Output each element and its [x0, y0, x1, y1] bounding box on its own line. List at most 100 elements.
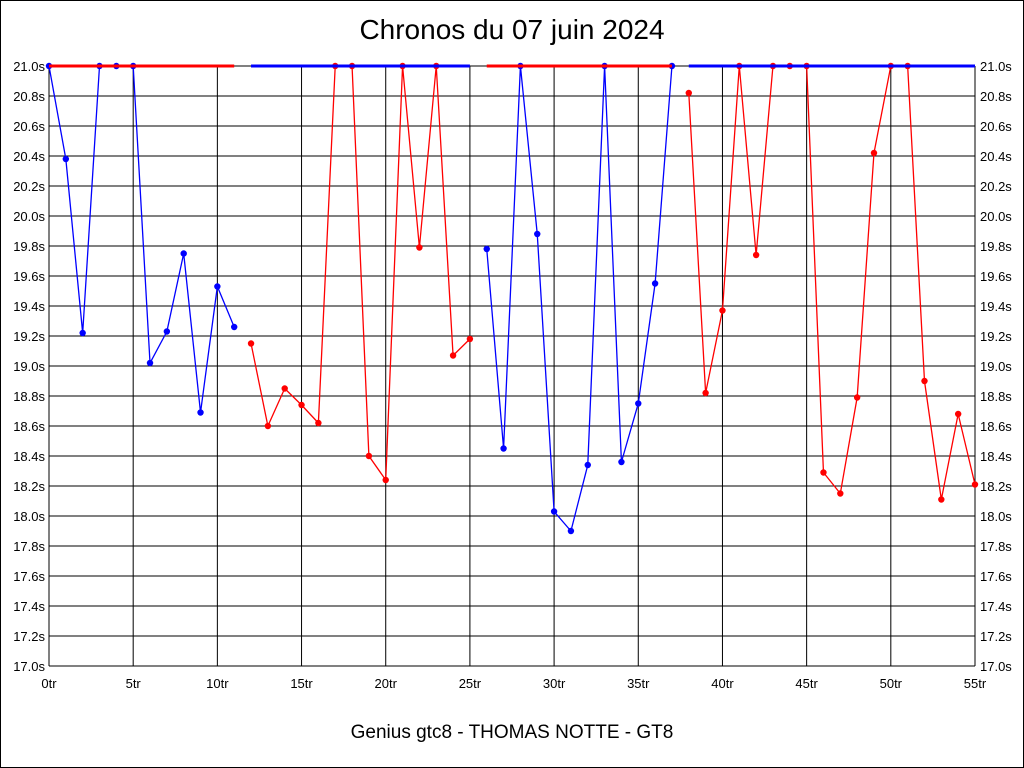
y-tick-label-right: 19.2s — [980, 329, 1012, 344]
data-point — [752, 251, 760, 259]
data-point — [702, 389, 709, 397]
data-point — [719, 307, 726, 314]
x-tick-label: 20tr — [375, 676, 398, 691]
series-line-3 — [486, 65, 673, 533]
data-point — [416, 244, 423, 251]
data-point — [635, 400, 642, 407]
data-point — [954, 410, 962, 418]
data-point — [315, 419, 322, 427]
y-tick-label-right: 20.8s — [980, 89, 1012, 104]
y-tick-label-right: 20.2s — [980, 179, 1012, 194]
chart-footer: Genius gtc8 - THOMAS NOTTE - GT8 — [350, 722, 674, 743]
data-point — [837, 490, 844, 497]
data-point — [231, 323, 238, 331]
y-tick-label-left: 20.4s — [13, 149, 45, 164]
y-tick-label-left: 17.2s — [13, 629, 45, 644]
y-tick-label-right: 17.4s — [980, 599, 1012, 614]
data-point — [550, 508, 558, 515]
y-tick-label-left: 19.0s — [13, 359, 45, 374]
y-tick-label-left: 20.2s — [13, 179, 45, 194]
data-point — [500, 445, 507, 452]
data-point — [247, 340, 255, 347]
y-tick-label-right: 18.0s — [980, 509, 1012, 524]
y-tick-label-left: 18.6s — [13, 419, 45, 434]
data-point — [971, 481, 979, 488]
data-point — [214, 283, 221, 290]
x-tick-label: 45tr — [795, 676, 818, 691]
y-tick-label-left: 20.0s — [13, 209, 45, 224]
data-point — [567, 527, 575, 535]
y-tick-label-right: 18.8s — [980, 389, 1012, 404]
data-point — [382, 476, 389, 484]
data-point — [146, 359, 154, 367]
data-point — [820, 469, 827, 476]
data-point — [264, 422, 272, 430]
y-tick-label-right: 17.6s — [980, 569, 1012, 584]
y-tick-label-right: 19.0s — [980, 359, 1012, 374]
y-tick-label-right: 18.4s — [980, 449, 1012, 464]
y-tick-label-left: 20.6s — [13, 119, 45, 134]
x-tick-label: 5tr — [126, 676, 142, 691]
data-point — [298, 401, 305, 409]
y-tick-label-right: 20.0s — [980, 209, 1012, 224]
y-tick-label-right: 18.6s — [980, 419, 1012, 434]
data-point — [938, 496, 945, 503]
x-tick-label: 35tr — [627, 676, 650, 691]
x-tick-label: 50tr — [880, 676, 903, 691]
x-tick-label: 55tr — [964, 676, 987, 691]
y-tick-label-left: 18.4s — [13, 449, 45, 464]
x-tick-label: 0tr — [41, 676, 57, 691]
y-tick-label-left: 18.8s — [13, 389, 45, 404]
y-tick-label-right: 17.2s — [980, 629, 1012, 644]
y-tick-label-right: 17.0s — [980, 659, 1012, 674]
y-tick-label-left: 21.0s — [13, 59, 45, 74]
y-tick-label-right: 19.8s — [980, 239, 1012, 254]
x-tick-label: 10tr — [206, 676, 229, 691]
data-point — [483, 245, 490, 253]
data-point — [685, 89, 692, 97]
series-line-4 — [688, 65, 976, 500]
data-point — [853, 394, 861, 401]
y-tick-label-right: 21.0s — [980, 59, 1012, 74]
y-tick-label-left: 17.8s — [13, 539, 45, 554]
data-point — [534, 230, 541, 238]
series-line-1 — [48, 65, 235, 413]
y-tick-label-left: 19.4s — [13, 299, 45, 314]
data-point — [197, 409, 204, 416]
x-tick-label: 30tr — [543, 676, 566, 691]
data-point — [870, 149, 878, 157]
series-line-2 — [250, 65, 471, 482]
data-point — [180, 250, 187, 257]
y-tick-label-left: 17.4s — [13, 599, 45, 614]
y-tick-label-left: 19.2s — [13, 329, 45, 344]
y-tick-label-right: 19.4s — [980, 299, 1012, 314]
y-tick-label-left: 18.2s — [13, 479, 45, 494]
x-tick-label: 15tr — [290, 676, 313, 691]
y-tick-label-left: 17.6s — [13, 569, 45, 584]
data-point — [618, 458, 625, 466]
data-point — [449, 352, 457, 359]
y-tick-label-left: 19.8s — [13, 239, 45, 254]
data-point — [62, 155, 70, 163]
data-point — [651, 280, 659, 287]
data-point — [79, 329, 86, 337]
data-point — [584, 461, 591, 469]
x-tick-label: 40tr — [711, 676, 734, 691]
data-point — [921, 377, 928, 385]
y-tick-label-left: 17.0s — [13, 659, 45, 674]
y-tick-label-left: 20.8s — [13, 89, 45, 104]
y-tick-label-left: 18.0s — [13, 509, 45, 524]
y-tick-label-right: 20.6s — [980, 119, 1012, 134]
y-tick-label-right: 19.6s — [980, 269, 1012, 284]
data-point — [466, 335, 474, 343]
data-point — [365, 452, 373, 460]
y-tick-label-right: 17.8s — [980, 539, 1012, 554]
y-tick-label-left: 19.6s — [13, 269, 45, 284]
x-tick-label: 25tr — [459, 676, 482, 691]
data-point — [281, 385, 288, 392]
data-point — [163, 328, 171, 335]
y-tick-label-right: 18.2s — [980, 479, 1012, 494]
chart-title: Chronos du 07 juin 2024 — [359, 14, 665, 45]
